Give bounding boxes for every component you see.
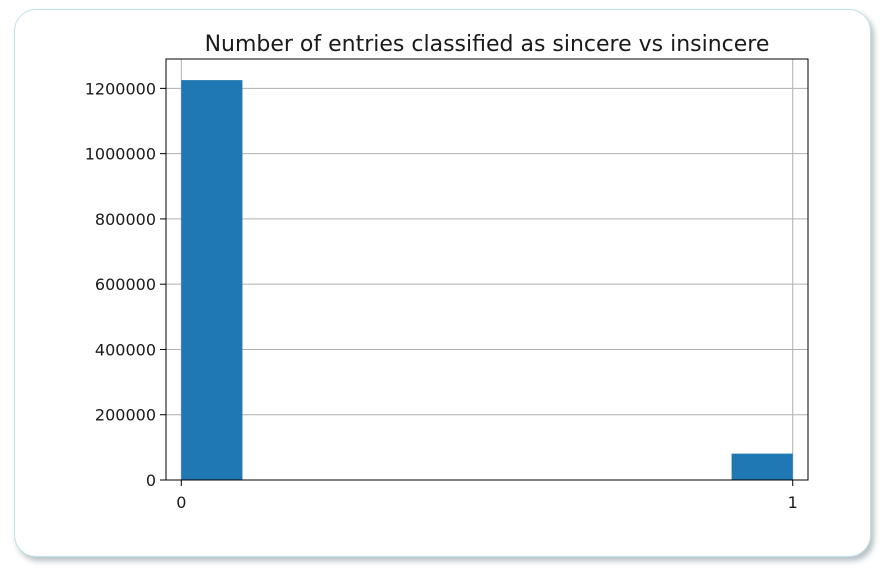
y-tick-label: 0 bbox=[146, 471, 156, 490]
chart-title: Number of entries classified as sincere … bbox=[205, 32, 770, 57]
y-tick-label: 1000000 bbox=[85, 145, 156, 164]
y-tick-label: 200000 bbox=[95, 406, 156, 425]
y-tick-label: 1200000 bbox=[85, 79, 156, 98]
y-tick-label: 800000 bbox=[95, 210, 156, 229]
plot-area-border bbox=[165, 58, 809, 481]
histogram-bar-1 bbox=[731, 453, 793, 480]
bars bbox=[181, 80, 793, 480]
grid-lines bbox=[166, 59, 808, 481]
histogram-bar-0 bbox=[181, 80, 243, 480]
ticks: 0 200000 400000 600000 800000 1000000 1200000 0… bbox=[85, 79, 798, 512]
figure-frame bbox=[14, 9, 871, 557]
x-tick-label: 1 bbox=[788, 493, 798, 512]
x-tick-label: 0 bbox=[176, 493, 186, 512]
y-tick-label: 400000 bbox=[95, 340, 156, 359]
y-tick-label: 600000 bbox=[95, 275, 156, 294]
